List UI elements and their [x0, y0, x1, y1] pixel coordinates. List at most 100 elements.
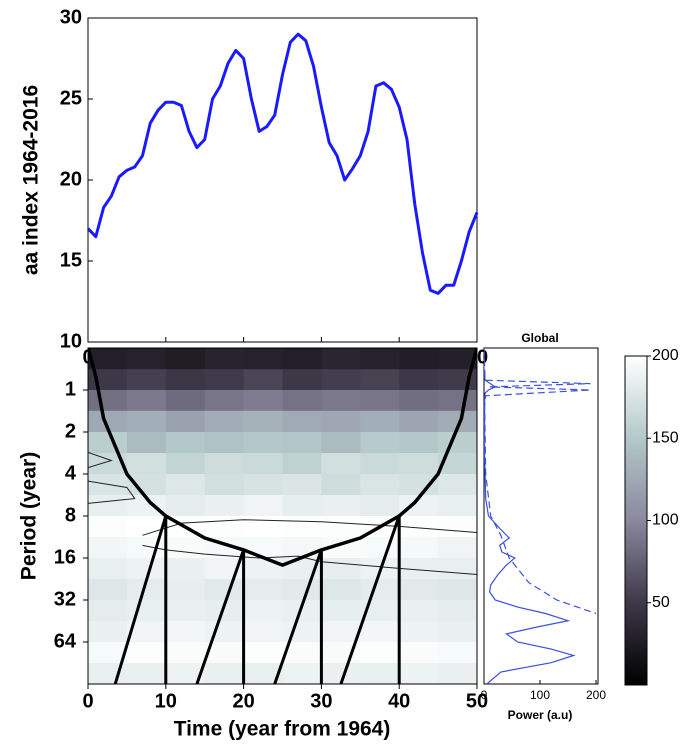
heatmap-cell — [204, 390, 245, 412]
y-tick-label: 10 — [60, 330, 82, 352]
heatmap-cell — [321, 410, 361, 433]
heatmap-cell — [88, 348, 128, 370]
heatmap-cell — [126, 474, 167, 496]
heatmap-cell — [243, 474, 283, 496]
heatmap-cell — [360, 410, 400, 433]
colorbar-tick-label: 150 — [652, 429, 679, 446]
heatmap-cell — [243, 621, 283, 643]
heatmap-cell — [399, 390, 439, 412]
y-axis-label: Period (year) — [18, 452, 41, 580]
heatmap-cell — [204, 495, 245, 517]
heatmap-cell — [204, 600, 245, 622]
heatmap-cell — [360, 621, 400, 643]
heatmap-cell — [399, 516, 439, 538]
heatmap-cell — [438, 410, 477, 433]
heatmap-cell — [321, 453, 361, 475]
heatmap-cell — [243, 390, 283, 412]
heatmap-cell — [399, 578, 439, 601]
heatmap-cell — [204, 410, 245, 433]
y-tick-label: 20 — [60, 168, 82, 190]
heatmap-cell — [126, 642, 167, 664]
heatmap-cell — [282, 453, 322, 475]
heatmap-cell — [360, 536, 400, 559]
heatmap-cell — [399, 432, 439, 454]
heatmap-cell — [204, 662, 245, 684]
heatmap-cell — [126, 621, 167, 643]
heatmap-cell — [165, 642, 206, 664]
heatmap-cell — [88, 453, 128, 475]
heatmap-cell — [165, 558, 206, 580]
contour-line — [142, 544, 477, 575]
contour-line — [88, 451, 113, 469]
heatmap-cell — [165, 662, 206, 684]
heatmap-cell — [438, 536, 477, 559]
y-tick-label: 4 — [65, 462, 77, 484]
x-axis-label: Time (year from 1964) — [174, 718, 391, 741]
heatmap-cell — [243, 516, 283, 538]
data-line — [86, 32, 479, 295]
heatmap-cell — [88, 432, 128, 454]
heatmap-cell — [88, 621, 128, 643]
heatmap-cell — [126, 558, 167, 580]
heatmap-cell — [360, 432, 400, 454]
x-tick-label: 20 — [232, 690, 254, 712]
heatmap-cell — [126, 516, 167, 538]
heatmap-cell — [438, 621, 477, 643]
heatmap-cell — [360, 642, 400, 664]
y-tick-label: 2 — [65, 420, 76, 442]
x-axis-label: Power (a.u) — [508, 708, 573, 722]
heatmap-cell — [126, 369, 167, 391]
heatmap-cell — [165, 578, 206, 601]
global-line — [484, 348, 597, 615]
heatmap-cell — [399, 410, 439, 433]
x-tick-label: 100 — [530, 688, 550, 702]
heatmap-cell — [438, 432, 477, 454]
heatmap-cell — [321, 390, 361, 412]
heatmap-cell — [438, 390, 477, 412]
heatmap-cell — [438, 578, 477, 601]
heatmap-cell — [438, 474, 477, 496]
heatmap-cell — [243, 453, 283, 475]
heatmap-cell — [321, 662, 361, 684]
heatmap-cell — [88, 390, 128, 412]
heatmap-cell — [243, 410, 283, 433]
contour-line — [142, 519, 477, 536]
x-tick-label: 50 — [466, 690, 488, 712]
heatmap-cell — [126, 578, 167, 601]
heatmap-cell — [204, 621, 245, 643]
heatmap-cell — [438, 662, 477, 684]
heatmap-cell — [399, 642, 439, 664]
heatmap-cell — [282, 621, 322, 643]
heatmap-cell — [282, 536, 322, 559]
heatmap-cell — [282, 432, 322, 454]
heatmap-cell — [399, 558, 439, 580]
heatmap-cell — [282, 390, 322, 412]
x-tick-label: 10 — [155, 690, 177, 712]
heatmap-cell — [282, 369, 322, 391]
heatmap-cell — [165, 432, 206, 454]
heatmap-cell — [204, 642, 245, 664]
heatmap-cell — [360, 495, 400, 517]
plot-frame — [483, 347, 599, 685]
heatmap-cell — [88, 536, 128, 559]
heatmap-cell — [88, 495, 128, 517]
panel-title: Global — [521, 331, 558, 345]
heatmap-cell — [165, 600, 206, 622]
cone-of-influence — [88, 348, 477, 567]
colorbar-tick-label: 200 — [652, 347, 679, 364]
heatmap-cell — [321, 578, 361, 601]
x-tick-label: 0 — [481, 688, 488, 702]
heatmap-cell — [88, 578, 128, 601]
heatmap-cell — [282, 516, 322, 538]
y-tick-label: 16 — [54, 546, 76, 568]
y-tick-label: 25 — [60, 87, 82, 109]
y-tick-label: 1 — [65, 378, 76, 400]
heatmap-cell — [399, 600, 439, 622]
y-tick-label: 30 — [60, 6, 82, 28]
heatmap-cell — [321, 369, 361, 391]
heatmap-cell — [399, 474, 439, 496]
heatmap-cell — [438, 495, 477, 517]
y-tick-label: 64 — [54, 630, 77, 652]
y-tick-label: 32 — [54, 588, 76, 610]
